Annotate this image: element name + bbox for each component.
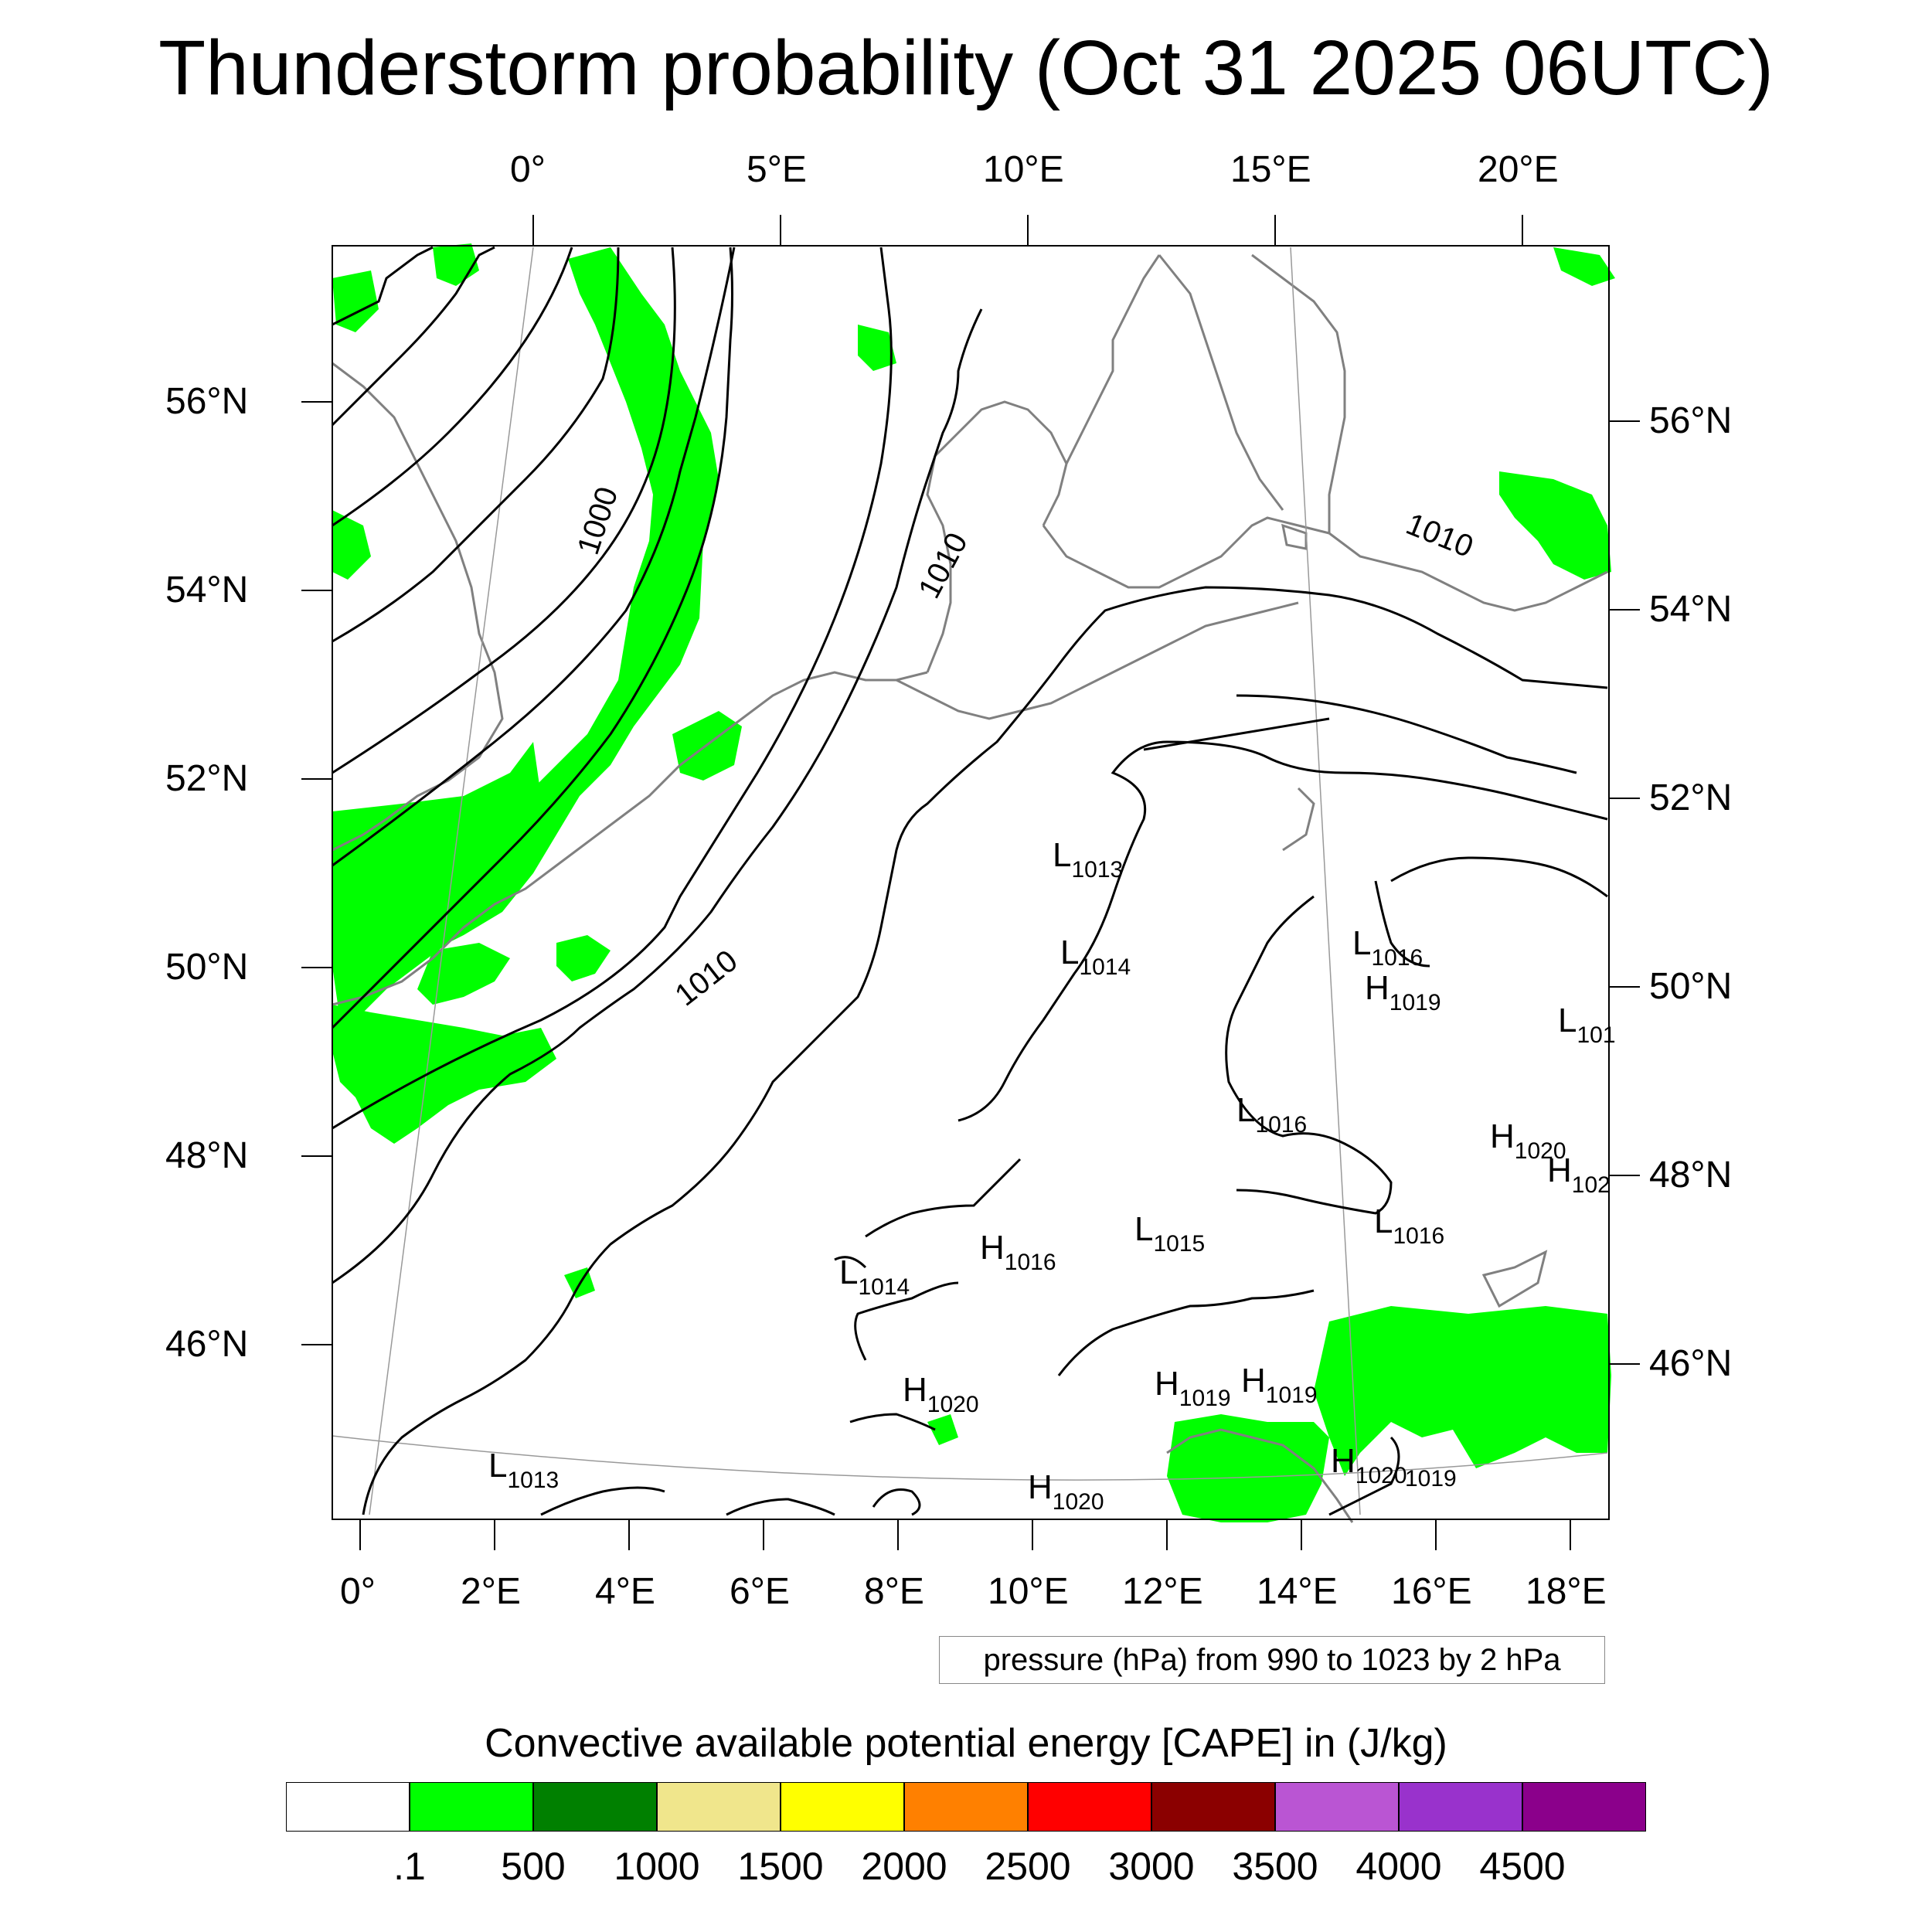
colorbar-label: 4500 bbox=[1479, 1845, 1566, 1888]
pressure-center: L1016 bbox=[1352, 924, 1423, 971]
bottom-lon-label: 4°E bbox=[595, 1571, 655, 1612]
left-lat-label: 52°N bbox=[165, 758, 249, 799]
right-lat-label: 52°N bbox=[1649, 777, 1733, 818]
pressure-center: L1015 bbox=[1134, 1210, 1206, 1257]
pressure-center: 1019 bbox=[1405, 1466, 1457, 1492]
pressure-center: H1020 bbox=[1331, 1442, 1407, 1488]
chart-title: Thunderstorm probability (Oct 31 2025 06… bbox=[158, 25, 1774, 111]
cape-region-belgium bbox=[556, 935, 611, 981]
cape-region-norway-sea bbox=[858, 325, 896, 371]
bottom-lon-label: 18°E bbox=[1526, 1571, 1607, 1612]
colorbar bbox=[286, 1782, 1646, 1833]
colorbar-label: .1 bbox=[393, 1845, 426, 1888]
left-lat-label: 46°N bbox=[165, 1324, 249, 1365]
colorbar-box bbox=[410, 1782, 533, 1832]
cape-region-channel-east bbox=[417, 943, 510, 1005]
cape-region-scotland bbox=[332, 270, 379, 332]
coastlines bbox=[332, 253, 1608, 1523]
top-lon-label: 0° bbox=[510, 149, 546, 190]
pressure-center: L1016 bbox=[1374, 1202, 1445, 1249]
map-frame bbox=[332, 245, 1610, 1520]
colorbar-box bbox=[904, 1782, 1028, 1832]
colorbar-label: 1500 bbox=[737, 1845, 824, 1888]
left-lat-label: 56°N bbox=[165, 381, 249, 422]
colorbar-box bbox=[533, 1782, 657, 1832]
bottom-lon-label: 0° bbox=[340, 1571, 376, 1612]
pressure-center: H1019 bbox=[1365, 969, 1441, 1015]
pressure-center: L1013 bbox=[488, 1447, 560, 1493]
pressure-center: L1014 bbox=[1060, 934, 1131, 980]
pressure-center: H102 bbox=[1547, 1151, 1611, 1198]
colorbar-title: Convective available potential energy [C… bbox=[485, 1721, 1447, 1766]
colorbar-label: 4000 bbox=[1355, 1845, 1442, 1888]
pressure-center: H1016 bbox=[980, 1229, 1056, 1275]
colorbar-box bbox=[1028, 1782, 1151, 1832]
cape-region-north-sea bbox=[348, 247, 719, 989]
colorbar-label: 2000 bbox=[861, 1845, 947, 1888]
tick-marks bbox=[301, 215, 1640, 1550]
top-lon-label: 10°E bbox=[983, 149, 1064, 190]
graticule bbox=[332, 247, 1608, 1515]
contour-label-1010-east: 1010 bbox=[1401, 507, 1478, 564]
bottom-lon-label: 14°E bbox=[1257, 1571, 1338, 1612]
bottom-lon-label: 8°E bbox=[864, 1571, 924, 1612]
pressure-center: H1019 bbox=[1155, 1365, 1231, 1411]
isobars bbox=[331, 246, 1608, 1516]
top-lon-label: 5°E bbox=[747, 149, 807, 190]
cape-region-brittany bbox=[332, 1005, 556, 1144]
colorbar-label: 3000 bbox=[1108, 1845, 1195, 1888]
cape-regions bbox=[332, 243, 1615, 1522]
bottom-lon-label: 12°E bbox=[1122, 1571, 1203, 1612]
colorbar-box bbox=[657, 1782, 781, 1832]
colorbar-label: 3500 bbox=[1232, 1845, 1318, 1888]
left-lat-label: 50°N bbox=[165, 947, 249, 988]
pressure-center: L101 bbox=[1558, 1002, 1616, 1048]
top-lon-label: 15°E bbox=[1230, 149, 1311, 190]
right-lat-label: 48°N bbox=[1649, 1155, 1733, 1196]
cape-region-adriatic-east bbox=[1314, 1306, 1611, 1476]
contour-label-1010-west: 1010 bbox=[668, 944, 743, 1012]
pressure-center: H1019 bbox=[1241, 1362, 1318, 1408]
top-lon-label: 20°E bbox=[1478, 149, 1559, 190]
colorbar-label: 2500 bbox=[985, 1845, 1071, 1888]
pressure-center: L1016 bbox=[1236, 1091, 1308, 1138]
colorbar-box bbox=[1522, 1782, 1646, 1832]
cape-region-alps bbox=[927, 1414, 958, 1445]
right-lat-label: 50°N bbox=[1649, 966, 1733, 1007]
pressure-center: H1020 bbox=[903, 1371, 979, 1417]
colorbar-box bbox=[1151, 1782, 1275, 1832]
colorbar-box bbox=[286, 1782, 410, 1832]
colorbar-box bbox=[1275, 1782, 1399, 1832]
right-lat-label: 56°N bbox=[1649, 400, 1733, 441]
left-lat-label: 54°N bbox=[165, 570, 249, 611]
cape-region-baltic bbox=[1499, 471, 1611, 580]
right-lat-label: 46°N bbox=[1649, 1343, 1733, 1384]
colorbar-label: 500 bbox=[501, 1845, 566, 1888]
cape-region-sweden-north bbox=[1553, 247, 1615, 286]
contour-label-1000: 1000 bbox=[571, 483, 624, 559]
bottom-lon-label: 10°E bbox=[988, 1571, 1069, 1612]
colorbar-box bbox=[781, 1782, 904, 1832]
cape-region-uk-east bbox=[332, 510, 371, 580]
left-lat-label: 48°N bbox=[165, 1135, 249, 1176]
right-lat-label: 54°N bbox=[1649, 589, 1733, 630]
pressure-note: pressure (hPa) from 990 to 1023 by 2 hPa bbox=[939, 1636, 1605, 1684]
pressure-center: H1020 bbox=[1490, 1117, 1566, 1164]
colorbar-box bbox=[1399, 1782, 1522, 1832]
pressure-center: H1020 bbox=[1028, 1468, 1104, 1515]
contour-label-1010-north: 1010 bbox=[912, 527, 975, 604]
bottom-lon-label: 2°E bbox=[461, 1571, 521, 1612]
cape-region-adriatic bbox=[1167, 1414, 1329, 1522]
pressure-center: L1013 bbox=[1053, 836, 1124, 883]
bottom-lon-label: 6°E bbox=[730, 1571, 790, 1612]
bottom-lon-label: 16°E bbox=[1391, 1571, 1472, 1612]
colorbar-label: 1000 bbox=[614, 1845, 700, 1888]
pressure-center: L1014 bbox=[839, 1253, 910, 1300]
